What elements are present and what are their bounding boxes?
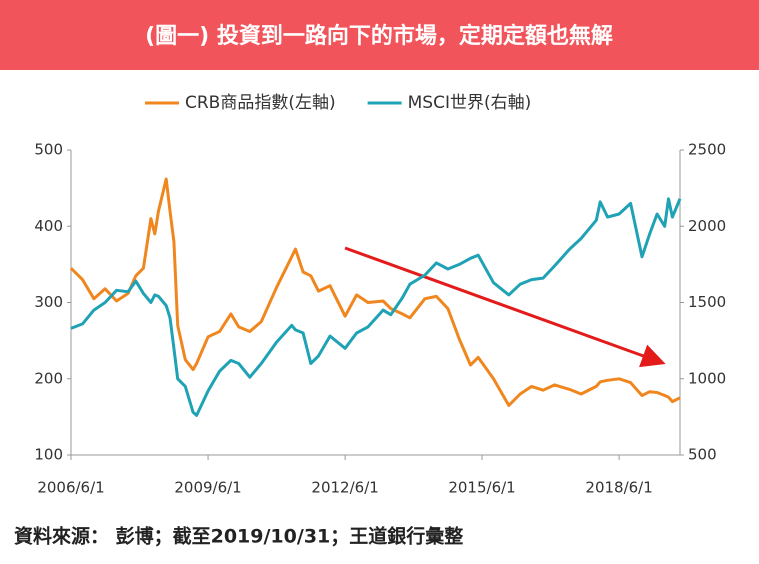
y2-tick-label: 1500 [688,293,726,311]
legend-label: MSCI世界(右軸) [408,93,532,113]
y2-tick-label: 2500 [688,141,726,159]
y-tick-label: 200 [34,369,63,387]
y-tick-label: 500 [34,141,63,159]
x-tick-label: 2015/6/1 [448,479,515,497]
source-note: 資料來源： 彭博；截至2019/10/31；王道銀行彙整 [14,525,463,548]
chart-title: (圖一) 投資到一路向下的市場，定期定額也無解 [145,23,613,49]
x-tick-label: 2006/6/1 [37,479,104,497]
title-banner [0,0,759,70]
y-tick-label: 100 [34,446,63,464]
y2-tick-label: 2000 [688,217,726,235]
y-tick-label: 300 [34,293,63,311]
x-tick-label: 2012/6/1 [311,479,378,497]
series-line [70,197,682,417]
x-tick-label: 2009/6/1 [174,479,241,497]
y2-tick-label: 1000 [688,369,726,387]
y-tick-label: 400 [34,217,63,235]
trend-arrow [344,246,666,368]
series-line [69,177,681,407]
x-tick-label: 2018/6/1 [585,479,652,497]
y2-tick-label: 500 [688,446,717,464]
legend-label: CRB商品指數(左軸) [185,93,336,113]
